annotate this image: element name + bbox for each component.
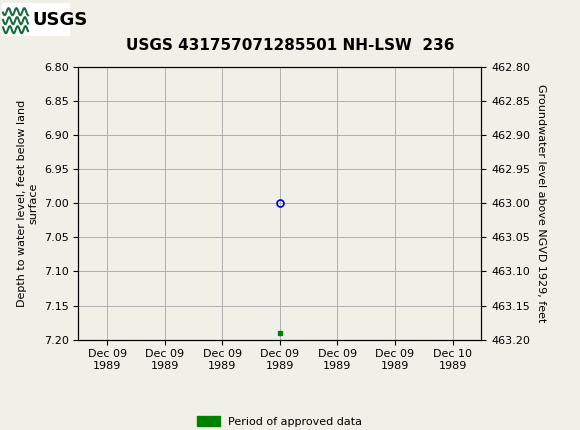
Y-axis label: Depth to water level, feet below land
surface: Depth to water level, feet below land su…	[17, 100, 38, 307]
Text: USGS: USGS	[32, 11, 88, 29]
Legend: Period of approved data: Period of approved data	[193, 412, 367, 430]
FancyBboxPatch shape	[2, 3, 70, 36]
Text: USGS 431757071285501 NH-LSW  236: USGS 431757071285501 NH-LSW 236	[126, 38, 454, 52]
Y-axis label: Groundwater level above NGVD 1929, feet: Groundwater level above NGVD 1929, feet	[536, 84, 546, 322]
